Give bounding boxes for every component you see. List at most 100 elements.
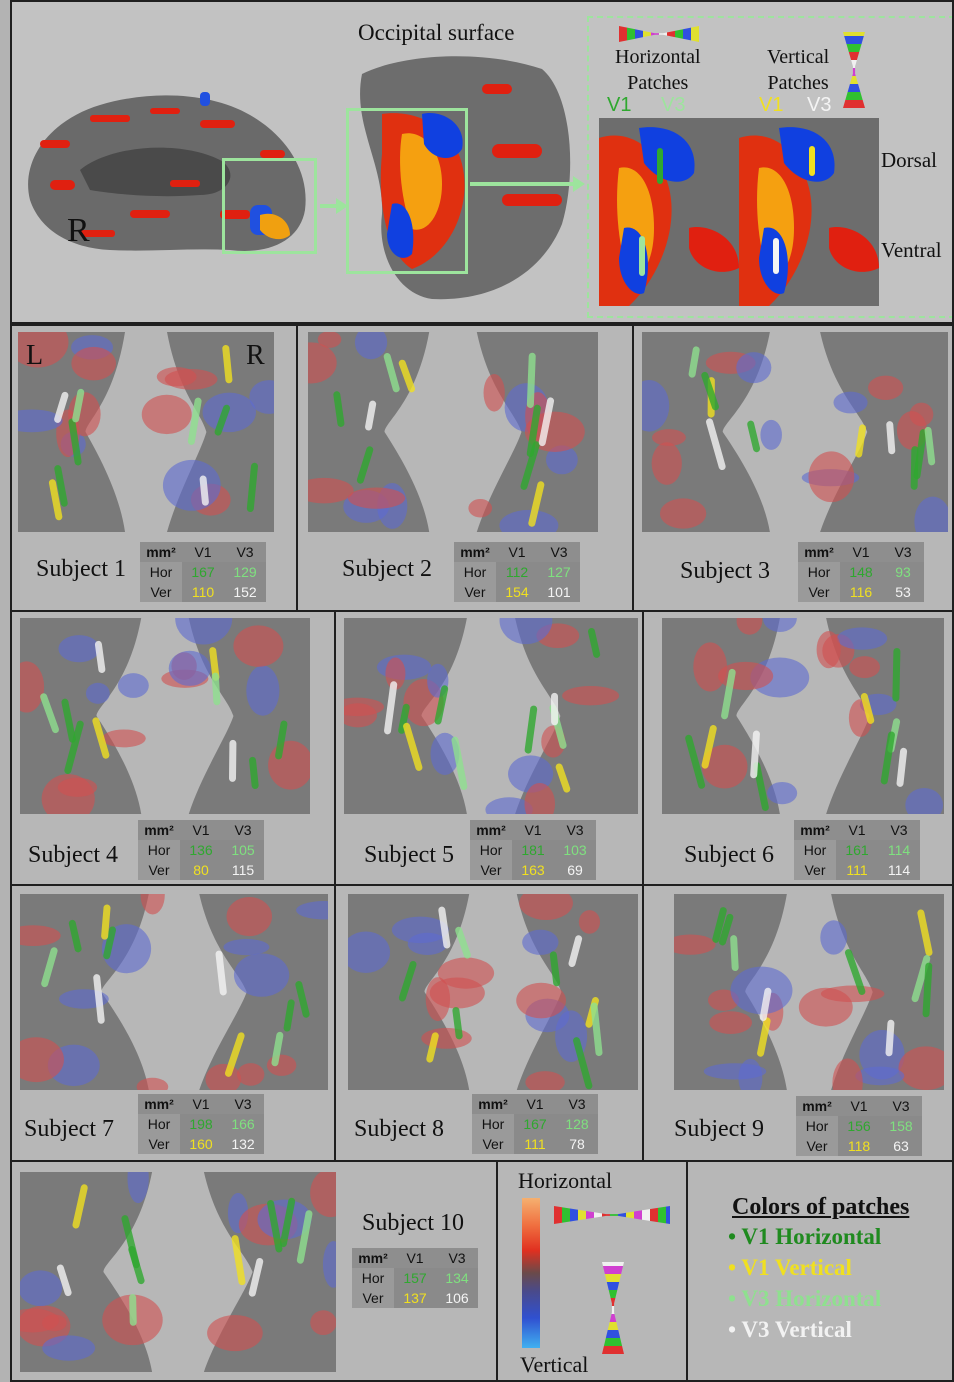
- activation-blob: [736, 612, 763, 635]
- activation-blob: [58, 635, 100, 663]
- roi-patch: [283, 999, 295, 1032]
- v3-header: V3: [882, 542, 924, 562]
- roi-patch: [712, 907, 727, 943]
- ver-row-label: Ver: [138, 1134, 180, 1154]
- subject-4-panel: Subject 4 mm² V1 V3 Hor 136 105 Ver 80 115: [10, 610, 336, 886]
- left-hemisphere-map: [12, 326, 126, 532]
- activation-blob: [833, 391, 868, 414]
- hor-row-label: Hor: [138, 840, 180, 860]
- activation-blob: [266, 1054, 297, 1076]
- activation-blob: [736, 352, 772, 384]
- activation-blob: [522, 929, 559, 955]
- roi-patch: [759, 987, 772, 1021]
- activation-blob: [483, 373, 505, 412]
- legend-panel: Colors of patches • V1 Horizontal • V1 V…: [686, 1160, 954, 1382]
- left-hemisphere-map: [12, 1162, 163, 1372]
- left-hemisphere-map: [336, 618, 468, 814]
- medial-brain-surface: [28, 92, 306, 251]
- ver-v1-label: V1: [759, 94, 784, 116]
- flatmap-svg: [634, 332, 952, 547]
- subject-label: Subject 2: [342, 556, 432, 582]
- area-table: mm² V1 V3 Hor 181 103 Ver 163 69: [470, 820, 596, 880]
- roi-patch: [249, 756, 259, 790]
- activation-blob: [310, 1310, 337, 1336]
- roi-patch: [64, 720, 84, 774]
- left-hemisphere-map: [12, 886, 169, 1096]
- roi-patch: [41, 947, 58, 988]
- activation-blob: [102, 729, 146, 748]
- area-table: mm² V1 V3 Hor 167 129 Ver 110 152: [140, 542, 266, 602]
- v3-header: V3: [224, 542, 266, 562]
- roi-patch: [426, 1032, 439, 1063]
- subject-map: [12, 886, 334, 1096]
- roi-patch: [718, 913, 734, 946]
- horizontal-checker-icon: [619, 26, 699, 42]
- v1-header: V1: [840, 542, 882, 562]
- activation-blob: [162, 459, 221, 511]
- subject-label: Subject 3: [680, 558, 770, 584]
- activation-blob: [175, 612, 233, 645]
- roi-patch: [403, 722, 423, 771]
- hor-v1-label: V1: [607, 94, 632, 116]
- activation-blob: [868, 375, 904, 400]
- activation-blob: [665, 934, 716, 955]
- v1-header: V1: [838, 1096, 880, 1116]
- right-hemisphere-map: [485, 612, 638, 825]
- roi-patch: [187, 397, 202, 445]
- flatmap-svg: [662, 612, 944, 822]
- ver-row-label: Ver: [796, 1136, 838, 1156]
- arrow-2-head: [573, 176, 585, 192]
- activation-blob: [730, 966, 793, 1015]
- activation-blob: [354, 326, 388, 360]
- activation-blob: [298, 477, 354, 504]
- ver-row-label: Ver: [454, 582, 496, 602]
- subject-map: [12, 1162, 352, 1372]
- roi-patch: [549, 951, 561, 987]
- roi-patch: [365, 400, 377, 431]
- roi-patch: [434, 685, 449, 725]
- colorbar: [522, 1198, 540, 1348]
- zoom-box-medial: [222, 158, 317, 254]
- arrow-1: [320, 204, 338, 208]
- activation-blob: [798, 987, 853, 1027]
- roi-patch: [398, 359, 416, 393]
- left-hemisphere-map: [298, 326, 430, 532]
- activation-blob: [499, 612, 553, 645]
- hor-row-label: Hor: [794, 840, 836, 860]
- activation-blob: [562, 685, 620, 706]
- zoom-box-occipital: [346, 108, 468, 274]
- roi-patch: [551, 692, 559, 726]
- legend-label: V1 Horizontal: [741, 1224, 882, 1249]
- roi-patch: [56, 1264, 72, 1297]
- ver-v1-value: 116: [840, 582, 882, 602]
- activation-blob: [71, 346, 117, 381]
- roi-patch: [101, 904, 111, 940]
- hor-v1-value: 167: [514, 1114, 556, 1134]
- hor-v3-value: 103: [554, 840, 596, 860]
- colorbar-panel: Horizontal Vertical: [496, 1160, 688, 1382]
- area-table: mm² V1 V3 Hor 161 114 Ver 111 114: [794, 820, 920, 880]
- roi-patch: [248, 1258, 264, 1297]
- roi-patch: [924, 426, 936, 466]
- activation-blob: [634, 379, 670, 432]
- roi-patch: [885, 1019, 895, 1057]
- hor-v1-value: 198: [180, 1114, 222, 1134]
- v1-header: V1: [182, 542, 224, 562]
- activation-blob: [525, 1071, 565, 1094]
- roi-patch: [528, 481, 545, 527]
- activation-blob: [836, 627, 888, 650]
- roi-patch: [855, 424, 867, 458]
- flatmap-svg: [12, 1162, 352, 1372]
- hor-row-label: Hor: [796, 1116, 838, 1136]
- area-table: mm² V1 V3 Hor 167 128 Ver 111 78: [472, 1094, 598, 1154]
- roi-patch: [271, 1031, 284, 1067]
- unit-header: mm²: [138, 820, 180, 840]
- hor-row-label: Hor: [352, 1268, 394, 1288]
- right-hemisphere-map: [203, 1168, 352, 1372]
- activation-blob: [207, 1314, 263, 1352]
- subject-map: [665, 894, 952, 1108]
- left-hemisphere-map: [341, 894, 495, 1090]
- area-table: mm² V1 V3 Hor 136 105 Ver 80 115: [138, 820, 264, 880]
- subject-7-panel: Subject 7 mm² V1 V3 Hor 198 166 Ver 160 132: [10, 884, 336, 1162]
- patches-map-horizontal: [599, 118, 739, 306]
